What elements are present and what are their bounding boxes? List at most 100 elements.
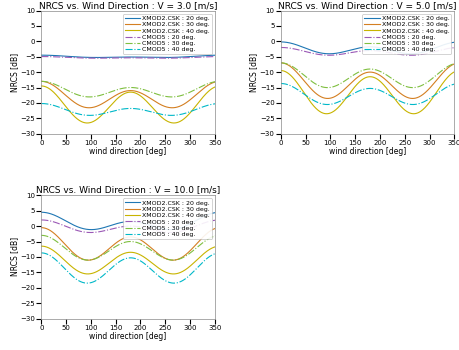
XMOD2.CSK : 20 deg.: (80.1, -3.77): 20 deg.: (80.1, -3.77) bbox=[318, 51, 323, 55]
XMOD2.CSK : 40 deg.: (360, -14.5): 40 deg.: (360, -14.5) bbox=[217, 84, 223, 88]
CMOD5 : 20 deg.: (237, -5.47): 20 deg.: (237, -5.47) bbox=[156, 56, 162, 60]
XMOD2.CSK : 30 deg.: (237, -9.19): 30 deg.: (237, -9.19) bbox=[156, 252, 162, 257]
XMOD2.CSK : 40 deg.: (99.6, -26.4): 40 deg.: (99.6, -26.4) bbox=[88, 120, 94, 125]
CMOD5 : 40 deg.: (43.6, -13.2): 40 deg.: (43.6, -13.2) bbox=[60, 265, 66, 269]
XMOD2.CSK : 20 deg.: (97.6, -4.05): 20 deg.: (97.6, -4.05) bbox=[326, 52, 332, 56]
XMOD2.CSK : 20 deg.: (237, -3.56): 20 deg.: (237, -3.56) bbox=[396, 50, 401, 54]
XMOD2.CSK : 40 deg.: (0, -6.5): 40 deg.: (0, -6.5) bbox=[39, 244, 44, 248]
XMOD2.CSK : 20 deg.: (360, -4.5): 20 deg.: (360, -4.5) bbox=[217, 53, 223, 57]
CMOD5 : 20 deg.: (99.6, -2.08): 20 deg.: (99.6, -2.08) bbox=[88, 230, 94, 235]
Title: NRCS vs. Wind Direction : V = 5.0 [m/s]: NRCS vs. Wind Direction : V = 5.0 [m/s] bbox=[278, 1, 457, 10]
CMOD5 : 40 deg.: (227, -23.1): 40 deg.: (227, -23.1) bbox=[151, 111, 157, 115]
Line: XMOD2.CSK : 40 deg.: XMOD2.CSK : 40 deg. bbox=[41, 246, 220, 274]
CMOD5 : 30 deg.: (360, -13): 30 deg.: (360, -13) bbox=[217, 79, 223, 83]
Legend: XMOD2.CSK : 20 deg., XMOD2.CSK : 30 deg., XMOD2.CSK : 40 deg., CMOD5 : 20 deg., : XMOD2.CSK : 20 deg., XMOD2.CSK : 30 deg.… bbox=[362, 14, 451, 54]
XMOD2.CSK : 30 deg.: (80.1, -17.9): 30 deg.: (80.1, -17.9) bbox=[318, 94, 323, 99]
CMOD5 : 40 deg.: (237, -19.1): 40 deg.: (237, -19.1) bbox=[396, 98, 401, 102]
XMOD2.CSK : 20 deg.: (6.51, -4.51): 20 deg.: (6.51, -4.51) bbox=[42, 53, 47, 57]
Line: XMOD2.CSK : 30 deg.: XMOD2.CSK : 30 deg. bbox=[281, 63, 459, 98]
XMOD2.CSK : 30 deg.: (80.1, -10.5): 30 deg.: (80.1, -10.5) bbox=[78, 256, 84, 260]
Line: XMOD2.CSK : 30 deg.: XMOD2.CSK : 30 deg. bbox=[41, 228, 220, 260]
XMOD2.CSK : 30 deg.: (237, -20.3): 30 deg.: (237, -20.3) bbox=[156, 102, 162, 106]
XMOD2.CSK : 40 deg.: (226, -18): 40 deg.: (226, -18) bbox=[390, 94, 396, 99]
XMOD2.CSK : 40 deg.: (237, -23.8): 40 deg.: (237, -23.8) bbox=[156, 113, 162, 117]
CMOD5 : 30 deg.: (0, -13): 30 deg.: (0, -13) bbox=[39, 79, 44, 83]
CMOD5 : 20 deg.: (237, -1.67): 20 deg.: (237, -1.67) bbox=[156, 229, 162, 233]
CMOD5 : 40 deg.: (237, -23.6): 40 deg.: (237, -23.6) bbox=[156, 112, 162, 116]
CMOD5 : 40 deg.: (6.51, -20.2): 40 deg.: (6.51, -20.2) bbox=[42, 102, 47, 106]
CMOD5 : 20 deg.: (6.51, 1.96): 20 deg.: (6.51, 1.96) bbox=[42, 218, 47, 222]
XMOD2.CSK : 30 deg.: (43.6, -16.7): 30 deg.: (43.6, -16.7) bbox=[60, 91, 66, 95]
CMOD5 : 20 deg.: (0, -4.95): 20 deg.: (0, -4.95) bbox=[39, 55, 44, 59]
CMOD5 : 40 deg.: (99.1, -20.5): 40 deg.: (99.1, -20.5) bbox=[327, 102, 333, 106]
CMOD5 : 20 deg.: (0, -2): 20 deg.: (0, -2) bbox=[278, 46, 284, 50]
XMOD2.CSK : 20 deg.: (237, -5.25): 20 deg.: (237, -5.25) bbox=[156, 55, 162, 60]
CMOD5 : 20 deg.: (97.1, -4.53): 20 deg.: (97.1, -4.53) bbox=[326, 53, 332, 57]
XMOD2.CSK : 20 deg.: (360, -0.2): 20 deg.: (360, -0.2) bbox=[457, 40, 459, 44]
CMOD5 : 30 deg.: (94.1, -15): 30 deg.: (94.1, -15) bbox=[325, 85, 330, 90]
CMOD5 : 40 deg.: (360, -8.7): 40 deg.: (360, -8.7) bbox=[217, 251, 223, 255]
XMOD2.CSK : 20 deg.: (43.6, -1.84): 20 deg.: (43.6, -1.84) bbox=[300, 45, 305, 49]
XMOD2.CSK : 40 deg.: (237, -13.7): 40 deg.: (237, -13.7) bbox=[156, 266, 162, 271]
XMOD2.CSK : 40 deg.: (227, -22): 40 deg.: (227, -22) bbox=[151, 107, 157, 111]
CMOD5 : 30 deg.: (43.6, -10.6): 30 deg.: (43.6, -10.6) bbox=[300, 72, 305, 76]
XMOD2.CSK : 40 deg.: (99.1, -23.3): 40 deg.: (99.1, -23.3) bbox=[327, 111, 333, 115]
CMOD5 : 40 deg.: (80.1, -20.2): 40 deg.: (80.1, -20.2) bbox=[318, 102, 323, 106]
XMOD2.CSK : 40 deg.: (80.1, -15.1): 40 deg.: (80.1, -15.1) bbox=[78, 271, 84, 275]
CMOD5 : 30 deg.: (6.51, -13.1): 30 deg.: (6.51, -13.1) bbox=[42, 79, 47, 84]
CMOD5 : 30 deg.: (360, -7): 30 deg.: (360, -7) bbox=[457, 61, 459, 65]
XMOD2.CSK : 20 deg.: (112, -5.26): 20 deg.: (112, -5.26) bbox=[94, 55, 100, 60]
XMOD2.CSK : 40 deg.: (6.51, -6.61): 40 deg.: (6.51, -6.61) bbox=[42, 244, 47, 248]
CMOD5 : 40 deg.: (226, -18.2): 40 deg.: (226, -18.2) bbox=[390, 95, 396, 99]
XMOD2.CSK : 30 deg.: (227, -19.2): 30 deg.: (227, -19.2) bbox=[151, 98, 157, 103]
XMOD2.CSK : 30 deg.: (94.1, -18.6): 30 deg.: (94.1, -18.6) bbox=[325, 96, 330, 100]
CMOD5 : 20 deg.: (80.1, -5.41): 20 deg.: (80.1, -5.41) bbox=[78, 56, 84, 60]
XMOD2.CSK : 20 deg.: (0, -4.5): 20 deg.: (0, -4.5) bbox=[39, 53, 44, 57]
CMOD5 : 30 deg.: (99.6, -15): 30 deg.: (99.6, -15) bbox=[328, 85, 333, 90]
CMOD5 : 30 deg.: (237, -13.5): 30 deg.: (237, -13.5) bbox=[396, 81, 401, 85]
X-axis label: wind direction [deg]: wind direction [deg] bbox=[90, 332, 167, 341]
XMOD2.CSK : 40 deg.: (360, -6.5): 40 deg.: (360, -6.5) bbox=[217, 244, 223, 248]
CMOD5 : 20 deg.: (237, -4.19): 20 deg.: (237, -4.19) bbox=[396, 52, 401, 56]
Legend: XMOD2.CSK : 20 deg., XMOD2.CSK : 30 deg., XMOD2.CSK : 40 deg., CMOD5 : 20 deg., : XMOD2.CSK : 20 deg., XMOD2.CSK : 30 deg.… bbox=[123, 14, 212, 54]
XMOD2.CSK : 20 deg.: (6.51, 4.44): 20 deg.: (6.51, 4.44) bbox=[42, 210, 47, 215]
CMOD5 : 30 deg.: (227, -8.41): 30 deg.: (227, -8.41) bbox=[151, 250, 157, 254]
XMOD2.CSK : 40 deg.: (268, -23.5): 40 deg.: (268, -23.5) bbox=[411, 112, 416, 116]
XMOD2.CSK : 20 deg.: (227, -3.14): 20 deg.: (227, -3.14) bbox=[391, 49, 396, 53]
XMOD2.CSK : 40 deg.: (237, -20.2): 40 deg.: (237, -20.2) bbox=[396, 101, 401, 105]
XMOD2.CSK : 30 deg.: (43.6, -12.2): 30 deg.: (43.6, -12.2) bbox=[300, 77, 305, 81]
CMOD5 : 20 deg.: (227, -5.45): 20 deg.: (227, -5.45) bbox=[151, 56, 157, 60]
CMOD5 : 30 deg.: (0, -3): 30 deg.: (0, -3) bbox=[39, 233, 44, 237]
CMOD5 : 40 deg.: (43.6, -21.8): 40 deg.: (43.6, -21.8) bbox=[60, 106, 66, 111]
XMOD2.CSK : 30 deg.: (227, -7.81): 30 deg.: (227, -7.81) bbox=[151, 248, 157, 252]
XMOD2.CSK : 30 deg.: (6.51, -0.625): 30 deg.: (6.51, -0.625) bbox=[42, 226, 47, 230]
XMOD2.CSK : 30 deg.: (227, -14.8): 30 deg.: (227, -14.8) bbox=[391, 85, 396, 89]
CMOD5 : 20 deg.: (360, -4.95): 20 deg.: (360, -4.95) bbox=[217, 55, 223, 59]
CMOD5 : 30 deg.: (237, -17.4): 30 deg.: (237, -17.4) bbox=[156, 93, 162, 97]
XMOD2.CSK : 20 deg.: (99.1, -5.24): 20 deg.: (99.1, -5.24) bbox=[88, 55, 93, 60]
Line: CMOD5 : 30 deg.: CMOD5 : 30 deg. bbox=[281, 63, 459, 88]
CMOD5 : 20 deg.: (6.51, -2.03): 20 deg.: (6.51, -2.03) bbox=[281, 46, 287, 50]
Title: NRCS vs. Wind Direction : V = 10.0 [m/s]: NRCS vs. Wind Direction : V = 10.0 [m/s] bbox=[36, 186, 220, 195]
XMOD2.CSK : 40 deg.: (6.51, -14.6): 40 deg.: (6.51, -14.6) bbox=[42, 84, 47, 89]
XMOD2.CSK : 20 deg.: (227, -0.153): 20 deg.: (227, -0.153) bbox=[151, 224, 157, 229]
XMOD2.CSK : 30 deg.: (6.51, -7.14): 30 deg.: (6.51, -7.14) bbox=[281, 61, 287, 65]
XMOD2.CSK : 40 deg.: (80.1, -26): 40 deg.: (80.1, -26) bbox=[78, 119, 84, 124]
XMOD2.CSK : 40 deg.: (43.6, -15.9): 40 deg.: (43.6, -15.9) bbox=[300, 88, 305, 92]
CMOD5 : 40 deg.: (0, -8.7): 40 deg.: (0, -8.7) bbox=[39, 251, 44, 255]
CMOD5 : 30 deg.: (6.51, -7.1): 30 deg.: (6.51, -7.1) bbox=[281, 61, 287, 65]
XMOD2.CSK : 20 deg.: (360, 4.5): 20 deg.: (360, 4.5) bbox=[217, 210, 223, 214]
XMOD2.CSK : 30 deg.: (0, -13): 30 deg.: (0, -13) bbox=[39, 79, 44, 83]
CMOD5 : 20 deg.: (80.1, -1.74): 20 deg.: (80.1, -1.74) bbox=[78, 229, 84, 233]
XMOD2.CSK : 40 deg.: (227, -12.4): 40 deg.: (227, -12.4) bbox=[151, 262, 157, 266]
CMOD5 : 40 deg.: (80.1, -18.1): 40 deg.: (80.1, -18.1) bbox=[78, 280, 84, 284]
Line: XMOD2.CSK : 30 deg.: XMOD2.CSK : 30 deg. bbox=[41, 81, 220, 108]
XMOD2.CSK : 30 deg.: (360, -13): 30 deg.: (360, -13) bbox=[217, 79, 223, 83]
CMOD5 : 20 deg.: (0, 2): 20 deg.: (0, 2) bbox=[39, 218, 44, 222]
CMOD5 : 20 deg.: (43.6, -5.15): 20 deg.: (43.6, -5.15) bbox=[60, 55, 66, 59]
CMOD5 : 30 deg.: (43.6, -15.2): 30 deg.: (43.6, -15.2) bbox=[60, 86, 66, 90]
XMOD2.CSK : 20 deg.: (43.6, -4.77): 20 deg.: (43.6, -4.77) bbox=[60, 54, 66, 58]
CMOD5 : 40 deg.: (266, -20.5): 40 deg.: (266, -20.5) bbox=[410, 103, 416, 107]
Line: XMOD2.CSK : 40 deg.: XMOD2.CSK : 40 deg. bbox=[41, 86, 220, 123]
CMOD5 : 30 deg.: (6.51, -3.1): 30 deg.: (6.51, -3.1) bbox=[42, 233, 47, 238]
